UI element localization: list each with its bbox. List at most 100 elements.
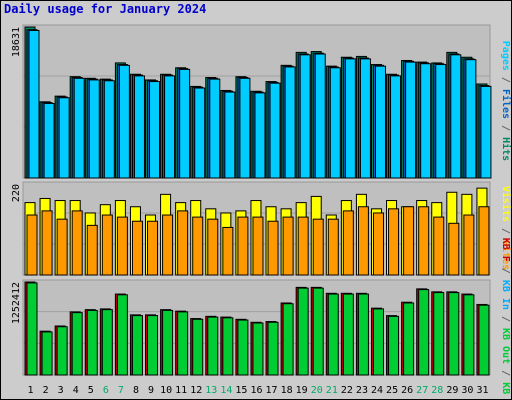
mid-bar <box>162 214 174 276</box>
legend-entry: KB In <box>500 280 511 310</box>
mid-bar <box>41 210 53 276</box>
legend-entry: / <box>500 119 511 137</box>
mid-ymax-label: 220 <box>11 184 22 202</box>
top-bar <box>314 53 326 179</box>
top-bar <box>209 78 221 179</box>
x-tick-label: 8 <box>133 385 139 396</box>
top-bar <box>28 29 40 179</box>
bot-bar <box>237 319 249 376</box>
x-tick-label: 12 <box>190 385 202 396</box>
mid-bar <box>372 212 384 276</box>
mid-bar <box>101 214 113 276</box>
x-tick-label: 2 <box>43 385 49 396</box>
mid-bar <box>282 216 294 276</box>
chart-title: Daily usage for January 2024 <box>4 2 207 16</box>
legend-entry: / <box>500 364 511 382</box>
bot-bar <box>327 293 339 376</box>
legend-entry: Visits <box>500 186 512 222</box>
x-tick-label: 1 <box>28 385 34 396</box>
mid-bar <box>71 210 83 276</box>
x-tick-label: 13 <box>205 385 217 396</box>
top-bar <box>284 66 296 179</box>
x-tick-label: 19 <box>296 385 308 396</box>
mid-bar <box>116 216 128 276</box>
top-bar <box>269 82 281 179</box>
x-tick-label: 3 <box>58 385 64 396</box>
bot-bar <box>101 309 113 376</box>
top-legend: Pages / Files / Hits <box>500 41 512 161</box>
legend-entry: / <box>500 262 511 280</box>
bot-ymax-label: 1252412 <box>11 282 22 324</box>
mid-bar <box>418 206 430 276</box>
top-bar <box>43 102 55 179</box>
legend-entry: Files <box>500 89 512 119</box>
mid-bar <box>433 216 445 276</box>
bot-bar <box>177 311 189 376</box>
mid-bar <box>478 206 490 276</box>
bot-bar <box>86 309 98 376</box>
bot-bar <box>26 282 38 376</box>
mid-bar <box>131 220 143 276</box>
top-bar <box>329 67 341 179</box>
top-bar <box>299 54 311 179</box>
bot-bar <box>312 287 324 376</box>
legend-entry: KB Out <box>500 328 511 364</box>
top-bar <box>179 68 191 179</box>
mid-bar <box>177 210 189 276</box>
mid-bar <box>448 222 460 276</box>
x-tick-label: 24 <box>371 385 383 396</box>
bot-bar <box>403 302 415 376</box>
mid-bar <box>312 218 324 276</box>
bot-bar <box>357 293 369 376</box>
bot-bar <box>267 321 279 376</box>
bot-bar <box>252 322 264 376</box>
bot-legend: KB F / KB In / KB Out / KB Out <box>500 238 511 400</box>
top-bar <box>149 81 161 179</box>
x-tick-label: 28 <box>431 385 443 396</box>
bot-bar <box>282 303 294 376</box>
top-bar <box>194 87 206 179</box>
x-tick-label: 14 <box>220 385 232 396</box>
top-bar <box>254 92 266 179</box>
mid-legend: Visits / Sites <box>500 186 512 270</box>
top-bar <box>465 59 477 179</box>
bot-bar <box>56 326 68 376</box>
x-tick-label: 9 <box>148 385 154 396</box>
x-tick-label: 31 <box>476 385 488 396</box>
legend-entry: / <box>500 71 511 89</box>
x-tick-label: 25 <box>386 385 398 396</box>
x-tick-label: 26 <box>401 385 413 396</box>
top-bar <box>224 91 236 179</box>
bot-bar <box>162 309 174 376</box>
bot-bar <box>41 331 53 376</box>
bot-bar <box>131 315 143 376</box>
x-tick-label: 20 <box>311 385 323 396</box>
mid-bar <box>26 214 38 276</box>
mid-bar <box>267 220 279 276</box>
legend-entry: / <box>500 310 511 328</box>
mid-bar <box>237 216 249 276</box>
top-bar <box>374 65 386 179</box>
top-bar <box>405 61 417 179</box>
top-bar <box>133 75 145 179</box>
bot-bar <box>116 294 128 376</box>
mid-bar <box>147 220 159 276</box>
top-bar <box>480 85 492 179</box>
top-bar <box>435 64 447 179</box>
x-tick-label: 10 <box>160 385 172 396</box>
x-tick-label: 15 <box>235 385 247 396</box>
x-tick-label: 11 <box>175 385 187 396</box>
bot-bar <box>147 315 159 376</box>
bot-bar <box>342 293 354 376</box>
mid-bar <box>86 224 98 276</box>
x-tick-label: 21 <box>326 385 338 396</box>
x-tick-label: 16 <box>250 385 262 396</box>
legend-entry: KB F <box>500 238 511 262</box>
bot-bar <box>448 292 460 376</box>
bot-bar <box>463 294 475 376</box>
top-bar <box>450 54 462 179</box>
x-tick-label: 22 <box>341 385 353 396</box>
mid-bar <box>463 214 475 276</box>
x-tick-label: 17 <box>266 385 278 396</box>
